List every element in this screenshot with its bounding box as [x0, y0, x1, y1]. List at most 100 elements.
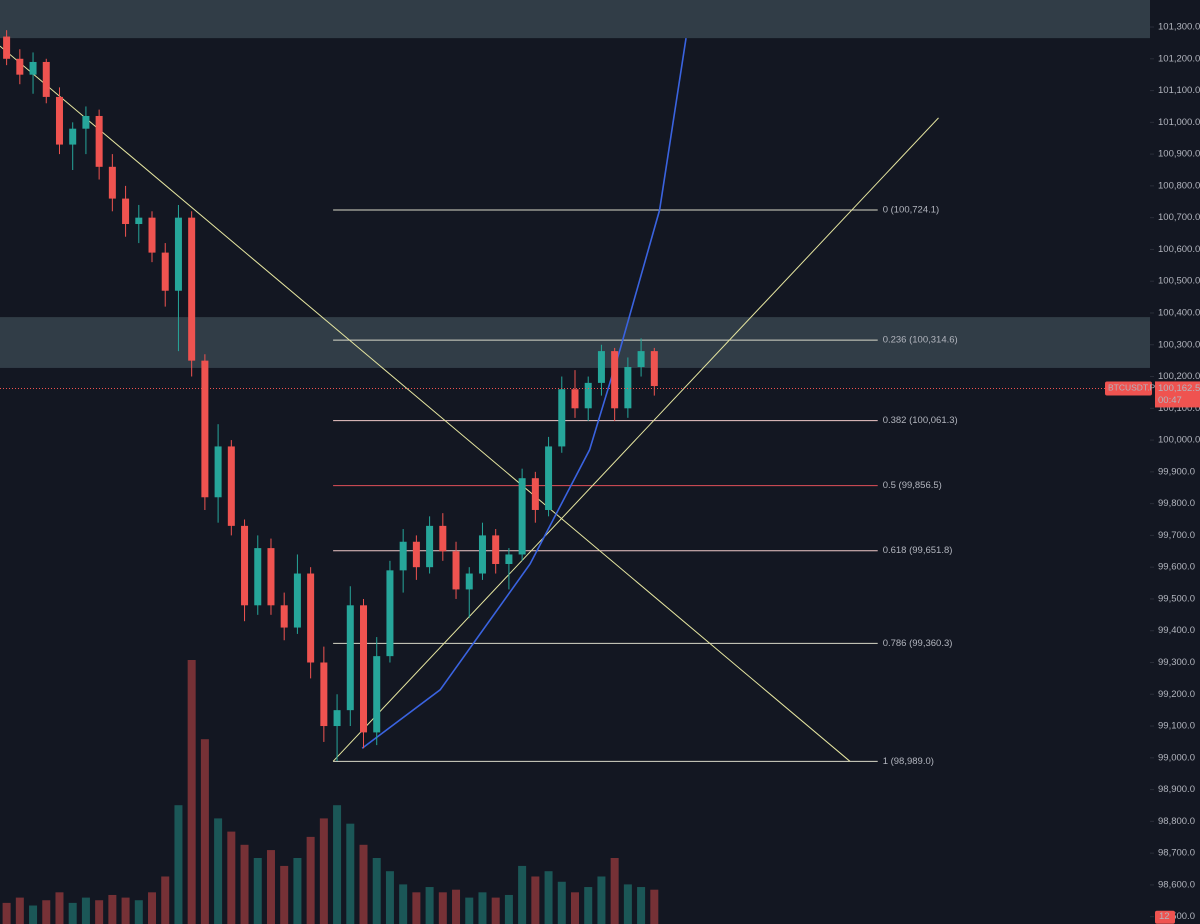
volume-bar — [425, 887, 434, 924]
volume-bar — [81, 897, 90, 924]
y-tick-label: 100,500.0 — [1158, 276, 1200, 287]
zone — [0, 317, 1150, 368]
candle-body — [267, 548, 275, 606]
candle-body — [531, 478, 539, 510]
volume-bar — [584, 887, 593, 924]
volume-bar — [346, 823, 355, 924]
candle-body — [518, 478, 526, 555]
y-tick-label: 100,900.0 — [1158, 149, 1200, 160]
volume-bar — [293, 858, 302, 924]
y-tick-label: 98,900.0 — [1158, 784, 1195, 795]
candle-body — [426, 525, 434, 568]
trend-line — [332, 117, 939, 762]
candle-body — [505, 554, 513, 564]
y-tick-label: 100,400.0 — [1158, 307, 1200, 318]
candle-body — [611, 351, 619, 409]
candle-body — [148, 217, 156, 253]
candle-body — [584, 382, 592, 409]
volume-bar — [240, 844, 249, 924]
fib-label: 1 (98,989.0) — [883, 756, 934, 767]
volume-bar — [266, 850, 275, 924]
volume-bar — [438, 892, 447, 924]
candle-body — [571, 389, 579, 409]
candle-body — [320, 662, 328, 727]
volume-bar — [306, 836, 315, 924]
volume-bar — [412, 892, 421, 924]
volume-bar — [15, 897, 24, 924]
y-tick-label: 100,200.0 — [1158, 371, 1200, 382]
y-tick-label: 98,800.0 — [1158, 816, 1195, 827]
symbol-tag — [1105, 381, 1152, 396]
volume-bar — [161, 876, 170, 924]
candle-body — [135, 217, 143, 225]
y-tick-label: 99,600.0 — [1158, 562, 1195, 573]
candle-body — [333, 710, 341, 727]
y-tick-label: 101,300.0 — [1158, 22, 1200, 33]
candle-body — [558, 389, 566, 447]
fib-label: 0.236 (100,314.6) — [883, 335, 958, 346]
volume-bar — [452, 889, 461, 924]
candle-body — [293, 573, 301, 628]
y-tick-label: 98,500.0 — [1158, 911, 1195, 922]
volume-bar — [174, 805, 183, 924]
candle-body — [42, 61, 50, 97]
fib-label: 0.382 (100,061.3) — [883, 415, 958, 426]
candle-body — [188, 217, 196, 361]
trend-line — [0, 45, 851, 762]
y-tick-label: 98,600.0 — [1158, 879, 1195, 890]
candle-body — [108, 166, 116, 199]
candle-body — [3, 36, 11, 59]
volume-bar — [623, 884, 632, 924]
candle-body — [201, 360, 209, 498]
candle-body — [82, 115, 90, 129]
badge: 12 — [1159, 911, 1170, 922]
candle-body — [386, 570, 394, 657]
candle-body — [29, 61, 37, 75]
volume-bar — [2, 902, 11, 924]
candle-body — [55, 96, 63, 145]
y-tick-label: 99,500.0 — [1158, 593, 1195, 604]
volume-bar — [214, 818, 223, 924]
candle-body — [174, 217, 182, 291]
candle-body — [307, 573, 315, 663]
y-tick-label: 100,100.0 — [1158, 403, 1200, 414]
candle-body — [465, 573, 473, 590]
y-tick-label: 99,700.0 — [1158, 530, 1195, 541]
y-tick-label: 99,800.0 — [1158, 498, 1195, 509]
candle-body — [637, 351, 645, 367]
volume-bar — [610, 858, 619, 924]
y-tick-label: 99,200.0 — [1158, 689, 1195, 700]
y-tick-label: 100,600.0 — [1158, 244, 1200, 255]
y-tick-label: 100,800.0 — [1158, 180, 1200, 191]
volume-bar — [597, 876, 606, 924]
price-tag — [1155, 381, 1200, 408]
volume-bar — [55, 892, 64, 924]
candle-body — [478, 535, 486, 574]
badge-bg — [1155, 910, 1175, 924]
candle-body — [597, 351, 605, 383]
volume-bar — [544, 871, 553, 924]
volume-bar — [531, 876, 540, 924]
candle-body — [16, 58, 24, 75]
symbol-label: BTCUSDT.P — [1108, 383, 1156, 393]
y-tick-label: 100,300.0 — [1158, 339, 1200, 350]
zone — [0, 0, 1150, 39]
volume-bar — [571, 892, 579, 924]
y-tick-label: 99,400.0 — [1158, 625, 1195, 636]
volume-bar — [504, 894, 513, 924]
countdown: 00:47 — [1158, 395, 1182, 406]
volume-bar — [108, 894, 117, 924]
volume-bar — [385, 871, 394, 924]
volume-bar — [491, 897, 500, 924]
volume-bar — [253, 858, 262, 924]
y-tick-label: 99,900.0 — [1158, 466, 1195, 477]
candle-body — [95, 115, 103, 167]
candle-body — [69, 128, 77, 145]
volume-bar — [372, 858, 381, 924]
candle-body — [650, 351, 658, 387]
volume-bar — [557, 881, 566, 924]
volume-bar — [227, 831, 236, 924]
candle-body — [360, 605, 368, 733]
